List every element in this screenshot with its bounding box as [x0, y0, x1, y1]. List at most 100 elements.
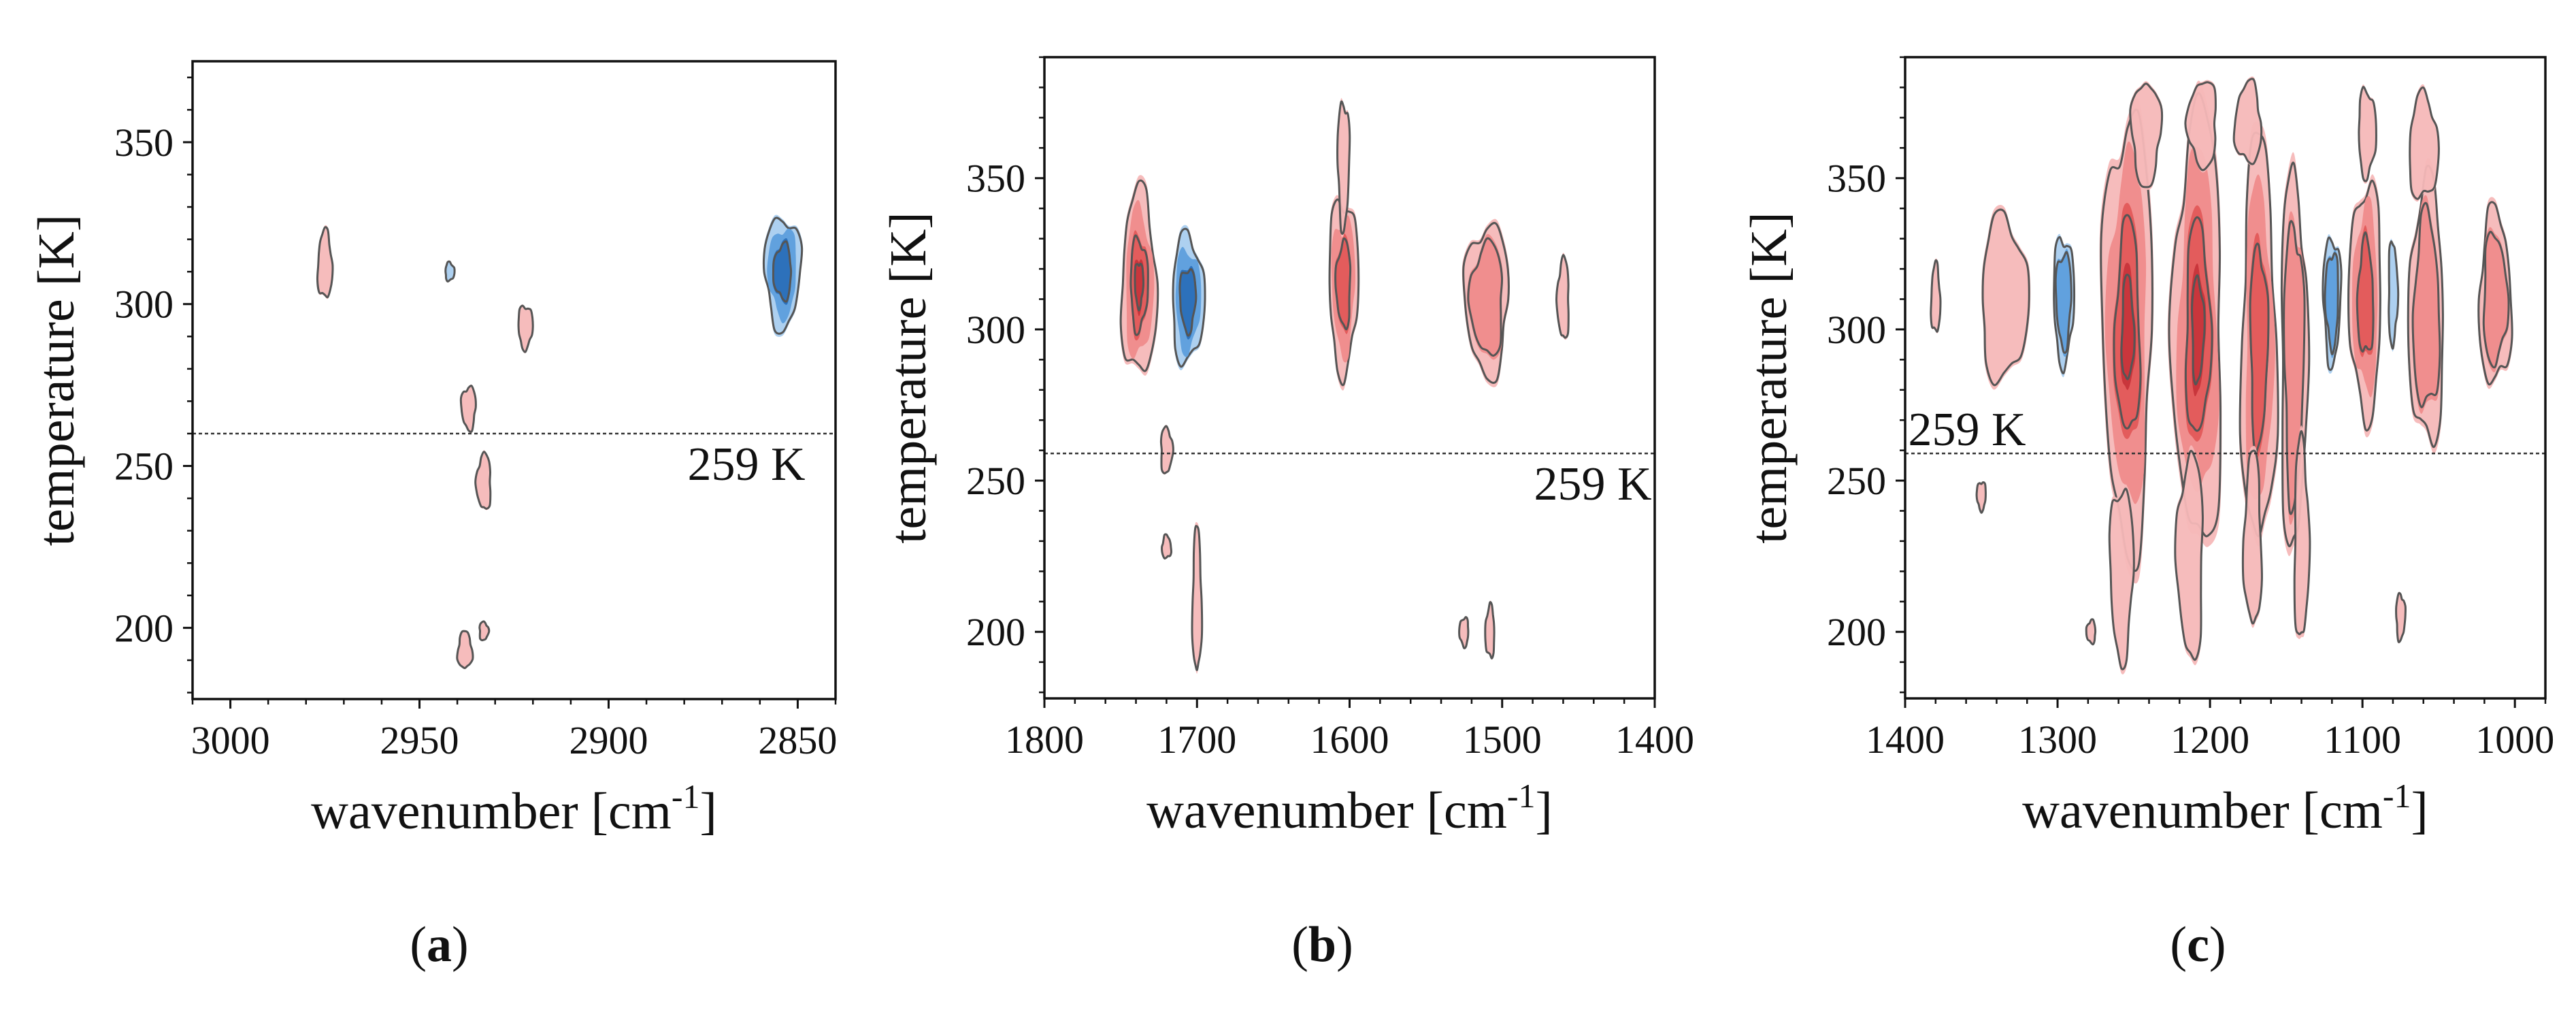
- contour-line: [1467, 237, 1504, 357]
- contour-line: [2191, 274, 2206, 386]
- y-tick-label: 250: [114, 444, 174, 489]
- reference-line-label: 259 K: [1534, 458, 1651, 511]
- contour-line: [2482, 231, 2510, 369]
- contour-line: [1159, 425, 1174, 474]
- plot-area: [1930, 76, 2513, 675]
- contour-line: [762, 216, 804, 335]
- plot-area: [1119, 98, 1570, 674]
- contour-feature: [1336, 98, 1351, 238]
- contour-feature: [2167, 80, 2222, 547]
- y-axis-label: temperature [K]: [1740, 212, 1798, 543]
- contour-line: [2184, 216, 2213, 432]
- contour-feature: [2129, 81, 2164, 191]
- y-tick-label: 350: [114, 120, 174, 165]
- positive-contour-fill: [2184, 80, 2217, 173]
- contour-line: [772, 240, 793, 303]
- x-tick-label: 1400: [1615, 717, 1694, 762]
- contour-line: [474, 451, 492, 510]
- panel-a: 259 K 3000 2950 2900 2850 200 250 300 350 wavenum…: [28, 60, 837, 973]
- contour-line: [316, 226, 334, 299]
- contour-feature: [2293, 425, 2311, 639]
- y-axis-label: temperature [K]: [880, 212, 937, 543]
- contour-line: [1336, 100, 1351, 235]
- x-tick-label: 1300: [2018, 717, 2097, 762]
- contour-line: [2388, 240, 2400, 350]
- y-tick-label: 250: [966, 459, 1025, 503]
- x-tick-label: 1700: [1157, 717, 1236, 762]
- contour-line: [2407, 164, 2444, 449]
- contour-feature: [2409, 84, 2440, 202]
- y-tick-label: 250: [1827, 459, 1886, 503]
- contour-line: [1555, 254, 1570, 339]
- x-tick-label: 2900: [569, 718, 648, 762]
- y-tick-label: 200: [1827, 610, 1886, 654]
- x-tick-label: 1000: [2475, 717, 2554, 762]
- plot-frame: [1904, 56, 2547, 700]
- contour-feature: [1159, 425, 1174, 475]
- contour-feature: [2184, 80, 2217, 173]
- x-tick-label: 1100: [2324, 717, 2401, 762]
- y-axis-label: temperature [K]: [28, 214, 85, 546]
- positive-contour-fill: [475, 450, 491, 511]
- contour-line: [459, 385, 477, 433]
- contour-line: [2241, 449, 2263, 625]
- contour-feature: [1191, 521, 1204, 674]
- contour-line: [2054, 250, 2073, 354]
- x-tick-label: 1500: [1463, 717, 1542, 762]
- contour-line: [2113, 214, 2142, 430]
- contour-feature: [1161, 533, 1173, 560]
- contour-feature: [459, 384, 477, 434]
- contour-line: [2358, 86, 2377, 182]
- contour-line: [1134, 262, 1145, 312]
- contour-line: [1172, 227, 1206, 368]
- contour-line: [456, 630, 474, 670]
- contour-feature: [2085, 618, 2097, 646]
- contour-line: [2324, 252, 2339, 355]
- contour-feature: [2232, 76, 2263, 167]
- contour-line: [1484, 601, 1496, 660]
- contour-line: [2411, 201, 2441, 408]
- panel-c: 259 K 1400 1300 1200 1100 1000 200 250 300 350 wav…: [1740, 56, 2554, 973]
- contour-feature: [2174, 445, 2204, 666]
- contour-line: [1129, 234, 1149, 336]
- contour-feature: [2388, 238, 2400, 352]
- x-tick-label: 1400: [1866, 717, 1945, 762]
- contour-line: [2184, 81, 2217, 172]
- contour-line: [2232, 78, 2263, 165]
- contour-line: [2293, 430, 2311, 636]
- negative-contour-fill: [2324, 250, 2339, 359]
- contour-line: [444, 260, 456, 283]
- x-tick-label: 2950: [380, 718, 459, 762]
- contour-feature: [1555, 253, 1570, 340]
- contour-line: [1178, 268, 1198, 337]
- plot-frame: [191, 60, 837, 700]
- contour-line: [2108, 487, 2135, 670]
- panel-label: (b): [1291, 917, 1353, 973]
- reference-line-label: 259 K: [1908, 404, 2026, 456]
- contour-feature: [1981, 205, 2031, 390]
- contour-feature: [762, 214, 804, 337]
- contour-line: [1458, 616, 1470, 649]
- panels: 259 K 3000 2950 2900 2850 200 250 300 350 wavenum…: [28, 56, 2554, 973]
- positive-contour-fill: [2294, 425, 2311, 639]
- y-tick-label: 300: [114, 282, 174, 327]
- x-tick-label: 2850: [758, 718, 837, 762]
- contour-line: [1462, 222, 1510, 384]
- contour-feature: [1119, 175, 1159, 376]
- positive-contour-fill: [2409, 84, 2440, 202]
- contour-line: [2239, 131, 2279, 538]
- contour-feature: [2322, 234, 2343, 374]
- contour-line: [1975, 481, 1987, 514]
- contour-feature: [1172, 225, 1206, 370]
- contour-line: [2356, 231, 2375, 353]
- reference-line-label: 259 K: [687, 438, 805, 491]
- contour-feature: [2358, 84, 2377, 184]
- contour-feature: [478, 620, 491, 642]
- contour-feature: [2477, 197, 2513, 389]
- contour-line: [1930, 259, 1942, 333]
- contour-feature: [1975, 481, 1987, 514]
- contour-feature: [2347, 174, 2381, 438]
- x-axis-label: wavenumber [cm-1]: [2022, 777, 2428, 839]
- contour-line: [1334, 237, 1352, 331]
